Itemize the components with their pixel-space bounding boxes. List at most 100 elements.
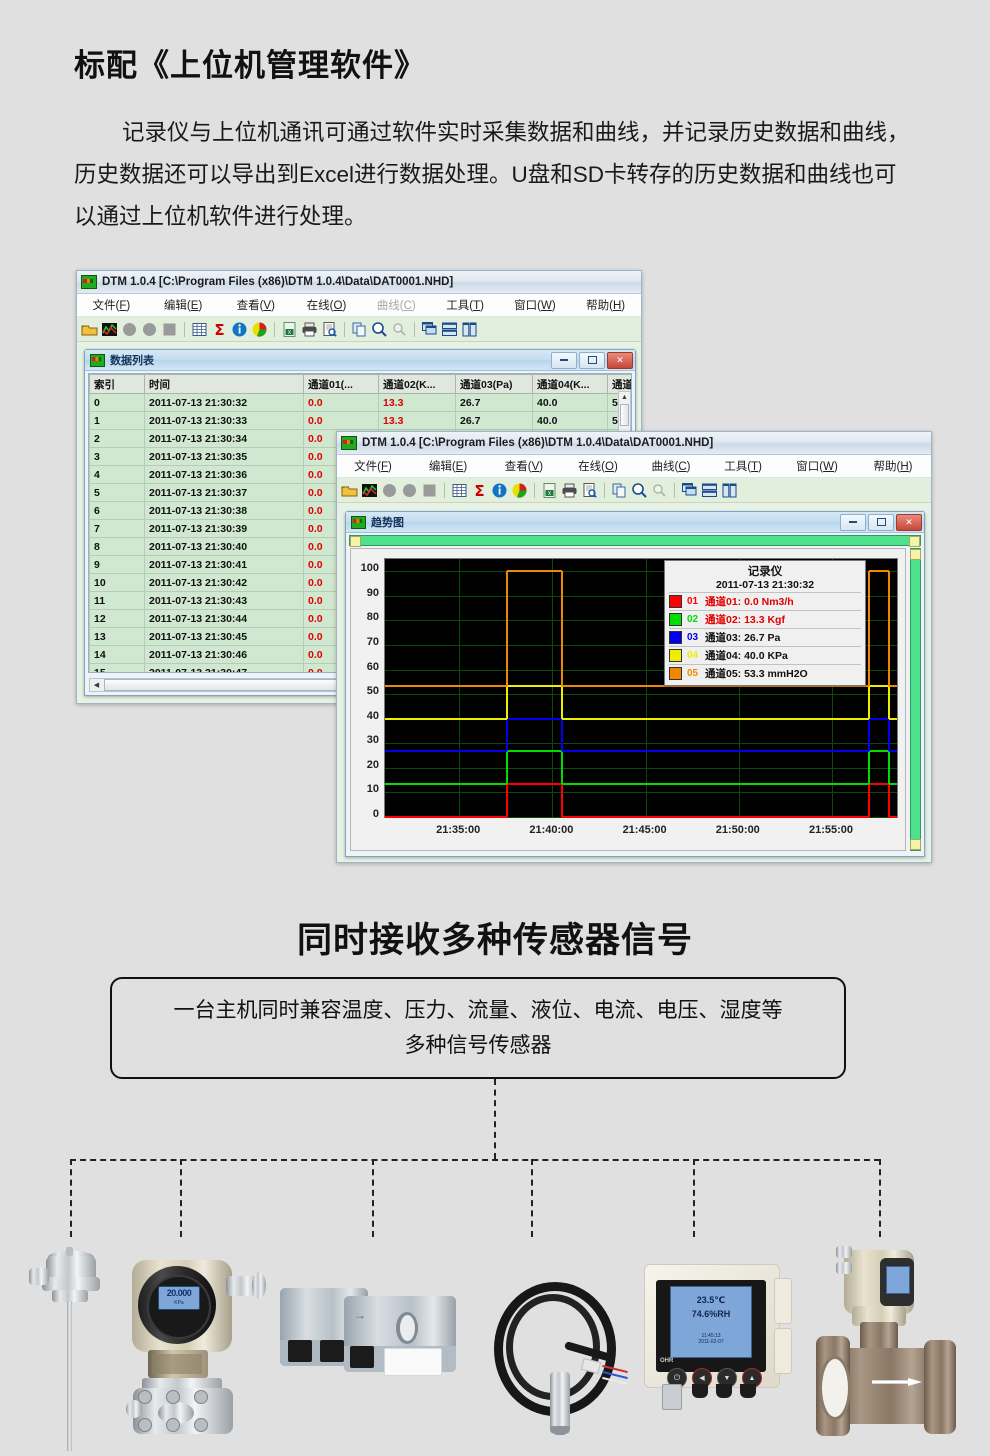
menu-item-2[interactable]: 查看(V) bbox=[236, 300, 275, 312]
legend-item-05[interactable]: 05 通道05: 53.3 mmH2O bbox=[669, 664, 861, 682]
zoom-in-icon[interactable] bbox=[631, 482, 648, 499]
scroll-left-icon[interactable]: ◀ bbox=[93, 682, 100, 689]
scrollbar-thumb[interactable] bbox=[620, 404, 629, 426]
zoom-out-icon[interactable] bbox=[651, 482, 668, 499]
mdi-titlebar[interactable]: 数据列表 ✕ bbox=[85, 350, 635, 371]
pie-chart-icon[interactable] bbox=[251, 321, 268, 338]
menu-bar[interactable]: 文件(F) 编辑(E) 查看(V) 在线(O) 曲线(C) 工具(T) 窗口(W) 帮助(H) bbox=[337, 455, 931, 478]
record-stop-icon[interactable] bbox=[161, 321, 178, 338]
tile-vertical-icon[interactable] bbox=[721, 482, 738, 499]
copy-icon[interactable] bbox=[611, 482, 628, 499]
print-icon[interactable] bbox=[561, 482, 578, 499]
legend-item-02[interactable]: 02 通道02: 13.3 Kgf bbox=[669, 610, 861, 628]
chart-plot-area[interactable] bbox=[384, 558, 898, 818]
menu-item-1[interactable]: 编辑(E) bbox=[163, 300, 203, 312]
menu-item-0[interactable]: 文件(F) bbox=[92, 300, 131, 312]
record-stop-icon[interactable] bbox=[421, 482, 438, 499]
trend-chart[interactable]: 0 10 20 30 40 50 60 70 80 90 100 21:35:00 21:40:00 2… bbox=[350, 548, 906, 851]
print-icon[interactable] bbox=[301, 321, 318, 338]
menu-item-5[interactable]: 工具(T) bbox=[446, 300, 484, 312]
chart-horizontal-scrollbar[interactable] bbox=[349, 535, 921, 547]
column-header-0[interactable]: 索引 bbox=[89, 374, 145, 394]
open-folder-icon[interactable] bbox=[341, 482, 358, 499]
scroll-handle-right[interactable] bbox=[909, 536, 920, 547]
scroll-up-icon[interactable]: ▲ bbox=[621, 394, 628, 401]
print-preview-icon[interactable] bbox=[581, 482, 598, 499]
menu-item-2[interactable]: 查看(V) bbox=[504, 461, 544, 473]
menu-item-4[interactable]: 曲线(C) bbox=[651, 461, 691, 473]
chart-legend[interactable]: 记录仪 2011-07-13 21:30:32 01 通道01: 0.0 Nm3/… bbox=[664, 560, 866, 686]
export-excel-icon[interactable]: X bbox=[541, 482, 558, 499]
record-pause-icon[interactable] bbox=[401, 482, 418, 499]
record-start-icon[interactable] bbox=[381, 482, 398, 499]
y-tick-label: 50 bbox=[366, 685, 379, 698]
menu-item-3[interactable]: 在线(O) bbox=[306, 300, 347, 312]
column-header-2[interactable]: 通道01(... bbox=[303, 374, 379, 394]
menu-item-6[interactable]: 窗口(W) bbox=[514, 300, 556, 312]
mdi-child-trend-chart[interactable]: 趋势图 ✕ 0 10 20 30 40 50 60 70 80 90 100 21 bbox=[345, 511, 925, 857]
maximize-button[interactable] bbox=[579, 351, 605, 369]
cascade-windows-icon[interactable] bbox=[681, 482, 698, 499]
window-titlebar[interactable]: DTM 1.0.4 [C:\Program Files (x86)\DTM 1.… bbox=[337, 432, 931, 455]
controller-power-button[interactable]: ⏻ bbox=[667, 1368, 687, 1388]
legend-item-01[interactable]: 01 通道01: 0.0 Nm3/h bbox=[669, 592, 861, 610]
chart-vertical-scrollbar[interactable] bbox=[910, 548, 921, 851]
minimize-button[interactable] bbox=[840, 513, 866, 531]
menu-item-7[interactable]: 帮助(H) bbox=[586, 300, 626, 312]
menu-item-5[interactable]: 工具(T) bbox=[724, 461, 762, 473]
export-excel-icon[interactable]: X bbox=[281, 321, 298, 338]
menu-item-0[interactable]: 文件(F) bbox=[354, 461, 392, 473]
window-titlebar[interactable]: DTM 1.0.4 [C:\Program Files (x86)\DTM 1.… bbox=[77, 271, 641, 294]
controller-up-button[interactable]: ▲ bbox=[742, 1368, 762, 1388]
record-start-icon[interactable] bbox=[121, 321, 138, 338]
column-header-5[interactable]: 通道04(K... bbox=[532, 374, 608, 394]
minimize-button[interactable] bbox=[551, 351, 577, 369]
menu-item-1[interactable]: 编辑(E) bbox=[428, 461, 468, 473]
zoom-out-icon[interactable] bbox=[391, 321, 408, 338]
table-view-icon[interactable] bbox=[451, 482, 468, 499]
tile-horizontal-icon[interactable] bbox=[441, 321, 458, 338]
column-header-3[interactable]: 通道02(K... bbox=[378, 374, 456, 394]
menu-item-7[interactable]: 帮助(H) bbox=[873, 461, 913, 473]
copy-icon[interactable] bbox=[351, 321, 368, 338]
sigma-statistics-icon[interactable]: Σ bbox=[211, 321, 228, 339]
close-button[interactable]: ✕ bbox=[607, 351, 633, 369]
menu-item-3[interactable]: 在线(O) bbox=[578, 461, 618, 473]
scroll-handle-bottom[interactable] bbox=[910, 839, 921, 850]
column-header-4[interactable]: 通道03(Pa) bbox=[455, 374, 533, 394]
scroll-handle-top[interactable] bbox=[910, 549, 921, 560]
scroll-handle-left[interactable] bbox=[350, 536, 361, 547]
open-folder-icon[interactable] bbox=[81, 321, 98, 338]
menu-item-6[interactable]: 窗口(W) bbox=[796, 461, 838, 473]
pie-chart-icon[interactable] bbox=[511, 482, 528, 499]
menu-bar[interactable]: 文件(F) 编辑(E) 查看(V) 在线(O) 曲线(C) 工具(T) 窗口(W) 帮助(H) bbox=[77, 294, 641, 317]
legend-item-04[interactable]: 04 通道04: 40.0 KPa bbox=[669, 646, 861, 664]
chart-config-icon[interactable] bbox=[101, 321, 118, 338]
close-button[interactable]: ✕ bbox=[896, 513, 922, 531]
info-icon[interactable] bbox=[491, 482, 508, 499]
mdi-titlebar[interactable]: 趋势图 ✕ bbox=[346, 512, 924, 533]
dtm-window-trend-chart[interactable]: DTM 1.0.4 [C:\Program Files (x86)\DTM 1.… bbox=[336, 431, 932, 863]
chart-config-icon[interactable] bbox=[361, 482, 378, 499]
table-cell: 2011-07-13 21:30:37 bbox=[144, 483, 304, 502]
print-preview-icon[interactable] bbox=[321, 321, 338, 338]
tile-horizontal-icon[interactable] bbox=[701, 482, 718, 499]
series-03-segment bbox=[385, 750, 507, 753]
info-icon[interactable] bbox=[231, 321, 248, 338]
maximize-button[interactable] bbox=[868, 513, 894, 531]
sigma-statistics-icon[interactable]: Σ bbox=[471, 482, 488, 500]
column-header-1[interactable]: 时间 bbox=[144, 374, 304, 394]
table-view-icon[interactable] bbox=[191, 321, 208, 338]
software-screenshot-composite: DTM 1.0.4 [C:\Program Files (x86)\DTM 1.… bbox=[0, 262, 990, 882]
legend-item-03[interactable]: 03 通道03: 26.7 Pa bbox=[669, 628, 861, 646]
menu-item-4[interactable]: 曲线(C) bbox=[376, 300, 416, 312]
zoom-in-icon[interactable] bbox=[371, 321, 388, 338]
tile-vertical-icon[interactable] bbox=[461, 321, 478, 338]
record-pause-icon[interactable] bbox=[141, 321, 158, 338]
cascade-windows-icon[interactable] bbox=[421, 321, 438, 338]
column-header-6[interactable]: 通道05(... bbox=[607, 374, 631, 394]
